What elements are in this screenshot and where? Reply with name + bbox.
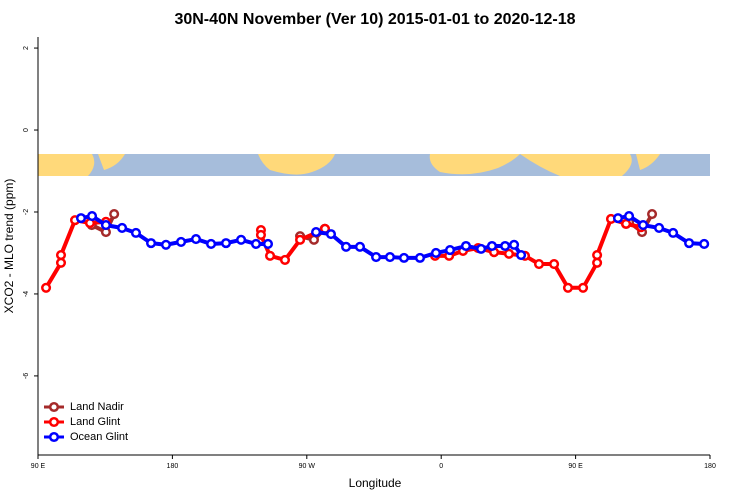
y-axis-label: XCO2 - MLO trend (ppm) [2, 179, 16, 314]
data-point [220, 238, 232, 249]
x-tick-label: 90 W [299, 463, 316, 470]
land [429, 154, 520, 175]
data-point [130, 227, 142, 238]
data-point [75, 213, 87, 224]
data-point [684, 238, 695, 249]
series-line [435, 216, 642, 290]
data-point [109, 208, 120, 220]
x-tick-label: 90 E [568, 463, 583, 470]
x-tick-label: 180 [167, 463, 179, 470]
data-point [41, 282, 52, 293]
series [41, 213, 647, 293]
data-point [503, 248, 515, 259]
data-point [308, 234, 320, 245]
land [258, 154, 335, 175]
data-point [325, 229, 337, 240]
data-point [398, 252, 410, 263]
data-point [160, 239, 172, 250]
data-point [699, 238, 710, 250]
data-point [654, 222, 665, 234]
data-point [460, 240, 472, 252]
data-point [341, 241, 352, 252]
land [520, 154, 632, 176]
data-point [262, 238, 274, 250]
land [38, 154, 95, 176]
data-point [100, 220, 111, 231]
land [636, 154, 660, 170]
data-point [145, 238, 157, 249]
series [75, 211, 710, 263]
data-point [414, 252, 426, 263]
data-point [444, 245, 456, 256]
data-point [549, 258, 560, 270]
series-line [315, 230, 523, 260]
data-point [206, 238, 217, 250]
series [86, 208, 658, 245]
data-point [87, 211, 98, 222]
data-point [255, 229, 267, 240]
data-point [371, 252, 382, 263]
data-point [384, 252, 396, 263]
data-point [612, 213, 624, 224]
x-tick-label: 0 [439, 463, 443, 470]
data-point [592, 249, 603, 261]
data-point [295, 234, 306, 245]
data-point [647, 208, 658, 220]
data-point [486, 240, 498, 252]
data-point [117, 222, 128, 234]
data-point [624, 211, 635, 222]
data-point [250, 238, 262, 250]
data-point [668, 227, 679, 238]
data-point [533, 258, 545, 270]
y-tick-label: 2 [23, 46, 30, 50]
data-point [354, 241, 366, 252]
legend-label: Ocean Glint [70, 431, 128, 443]
data-point [562, 282, 574, 293]
data-point [311, 227, 322, 238]
data-point [638, 220, 649, 231]
y-tick-label: 0 [23, 128, 30, 132]
data-point [190, 233, 202, 245]
data-point [236, 234, 247, 245]
series-line [44, 218, 107, 289]
x-tick-label: 90 E [31, 463, 46, 470]
data-point [500, 240, 511, 252]
data-point [516, 249, 527, 261]
data-point [279, 254, 291, 265]
legend-marker [48, 401, 60, 413]
data-point [265, 250, 276, 261]
x-axis-label: Longitude [349, 476, 402, 490]
data-point [578, 282, 589, 293]
data-point [509, 239, 520, 250]
y-tick-label: -4 [23, 291, 30, 297]
data-point [430, 247, 442, 259]
y-tick-label: -2 [23, 209, 30, 215]
x-tick-label: 180 [704, 463, 716, 470]
legend-marker [48, 416, 60, 428]
legend-label: Land Nadir [70, 401, 124, 413]
data-point [55, 249, 67, 261]
data-point [476, 243, 487, 254]
land [98, 154, 125, 170]
data-point [176, 236, 187, 247]
y-tick-label: -6 [23, 373, 30, 379]
chart-title: 30N-40N November (Ver 10) 2015-01-01 to … [174, 11, 575, 28]
legend-label: Land Glint [70, 416, 120, 428]
data-point [621, 218, 632, 229]
map-band [38, 154, 710, 176]
data-point [55, 257, 67, 268]
data-point [592, 257, 603, 268]
legend-marker [48, 431, 60, 443]
legend: Land Nadir Land Glint Ocean Glint [44, 401, 128, 443]
